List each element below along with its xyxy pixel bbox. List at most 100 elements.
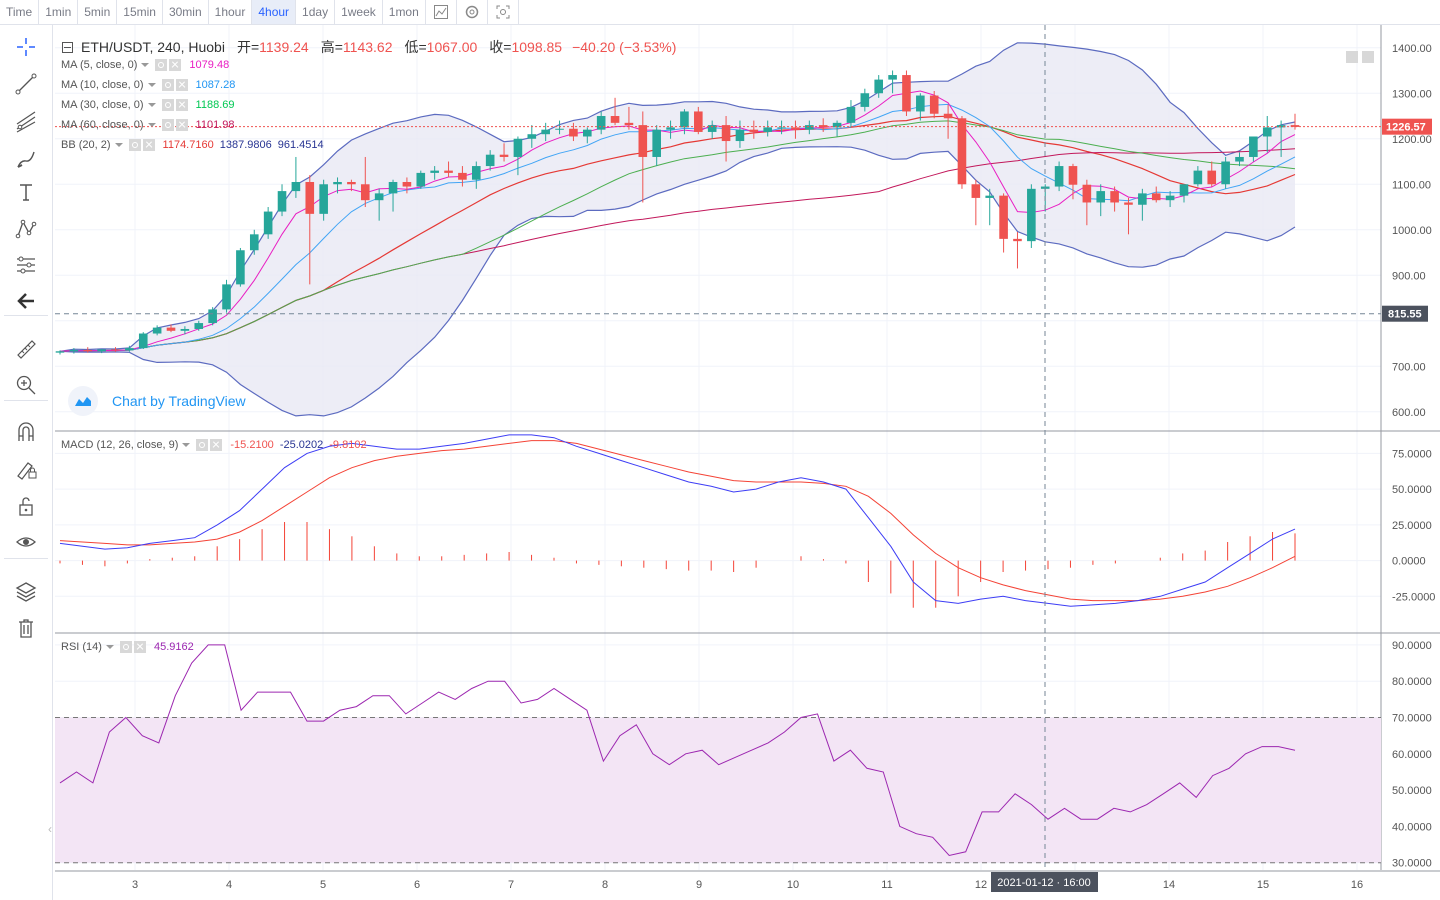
candle-body[interactable]: [347, 181, 356, 185]
unlock-icon[interactable]: [11, 492, 41, 520]
indicator-name[interactable]: RSI (14): [61, 641, 102, 653]
candle-body[interactable]: [360, 184, 370, 201]
prediction-icon[interactable]: [11, 251, 41, 279]
timeframe-1hour[interactable]: 1hour: [209, 0, 253, 24]
indicator-name[interactable]: MA (10, close, 0): [61, 79, 144, 91]
candle-body[interactable]: [1082, 184, 1092, 203]
chevron-down-icon[interactable]: [114, 143, 123, 147]
scale-button-icon[interactable]: [1362, 51, 1374, 63]
chevron-down-icon[interactable]: [147, 103, 156, 107]
candle-body[interactable]: [1276, 125, 1286, 128]
timeframe-time[interactable]: Time: [0, 0, 40, 24]
candle-body[interactable]: [1193, 170, 1203, 185]
candle-body[interactable]: [1013, 238, 1022, 242]
candle-body[interactable]: [874, 79, 884, 94]
macd-legend[interactable]: MACD (12, 26, close, 9) -15.2100 -25.0202-…: [61, 439, 367, 451]
candle-body[interactable]: [333, 181, 342, 185]
candle-body[interactable]: [125, 348, 134, 351]
lock-drawing-icon[interactable]: [11, 455, 41, 483]
candle-body[interactable]: [805, 125, 814, 130]
candle-body[interactable]: [555, 128, 564, 130]
candle-body[interactable]: [152, 327, 162, 334]
candle-body[interactable]: [652, 129, 661, 157]
candle-body[interactable]: [999, 195, 1008, 239]
candle-body[interactable]: [430, 170, 439, 173]
ma-legend[interactable]: MA (5, close, 0) 1079.48: [61, 59, 229, 71]
timeframe-30min[interactable]: 30min: [163, 0, 209, 24]
close-icon[interactable]: [175, 99, 188, 111]
candle-body[interactable]: [846, 106, 856, 123]
back-arrow-icon[interactable]: [11, 287, 41, 315]
candle-body[interactable]: [1179, 184, 1189, 196]
candle-body[interactable]: [624, 122, 634, 126]
close-icon[interactable]: [142, 139, 155, 151]
candle-body[interactable]: [374, 193, 384, 201]
chart-style-icon[interactable]: [426, 0, 457, 24]
indicator-name[interactable]: MA (5, close, 0): [61, 59, 138, 71]
close-icon[interactable]: [169, 59, 182, 71]
timeframe-15min[interactable]: 15min: [117, 0, 163, 24]
settings-icon[interactable]: [155, 59, 168, 71]
candle-body[interactable]: [763, 127, 772, 132]
indicator-name[interactable]: MA (60, close, 0): [61, 119, 144, 131]
candle-body[interactable]: [69, 349, 79, 352]
candle-body[interactable]: [166, 327, 176, 331]
candle-body[interactable]: [138, 333, 148, 349]
ma-legend[interactable]: MA (30, close, 0) 1188.69: [61, 99, 235, 111]
candle-body[interactable]: [499, 154, 509, 157]
ma-legend[interactable]: MA (60, close, 0) 1101.98: [61, 119, 235, 131]
candle-body[interactable]: [485, 154, 495, 167]
brush-icon[interactable]: [11, 145, 41, 173]
chevron-down-icon[interactable]: [147, 83, 156, 87]
candle-body[interactable]: [707, 125, 717, 132]
chevron-down-icon[interactable]: [182, 443, 191, 447]
timeframe-5min[interactable]: 5min: [78, 0, 118, 24]
candle-body[interactable]: [1221, 161, 1230, 185]
candle-body[interactable]: [1054, 166, 1064, 187]
candle-body[interactable]: [860, 93, 870, 107]
candle-body[interactable]: [1151, 193, 1161, 201]
candle-body[interactable]: [721, 125, 731, 142]
close-icon[interactable]: [175, 119, 188, 131]
chevron-down-icon[interactable]: [105, 645, 114, 649]
indicator-name[interactable]: MACD (12, 26, close, 9): [61, 439, 179, 451]
scale-button-icon[interactable]: [1346, 51, 1358, 63]
candle-body[interactable]: [1290, 125, 1300, 127]
candle-body[interactable]: [1027, 188, 1036, 242]
candle-body[interactable]: [388, 181, 398, 194]
candle-body[interactable]: [305, 181, 315, 214]
candle-body[interactable]: [929, 95, 939, 114]
candle-body[interactable]: [1262, 127, 1272, 137]
settings-icon[interactable]: [119, 641, 132, 653]
candle-body[interactable]: [416, 172, 426, 187]
candle-body[interactable]: [111, 349, 120, 351]
timeframe-1mon[interactable]: 1mon: [383, 0, 426, 24]
zoom-in-icon[interactable]: [11, 371, 41, 399]
candle-body[interactable]: [249, 234, 259, 251]
settings-icon[interactable]: [161, 99, 174, 111]
candle-body[interactable]: [83, 349, 93, 352]
candle-body[interactable]: [458, 172, 467, 180]
settings-icon[interactable]: [457, 0, 488, 24]
candle-body[interactable]: [1249, 136, 1258, 157]
candle-body[interactable]: [513, 138, 523, 157]
candle-body[interactable]: [1165, 195, 1175, 201]
candle-body[interactable]: [471, 166, 481, 180]
rsi-legend[interactable]: RSI (14) 45.9162: [61, 641, 194, 653]
candle-body[interactable]: [680, 111, 689, 128]
candle-body[interactable]: [1138, 193, 1147, 205]
candle-body[interactable]: [1068, 166, 1078, 185]
ma-legend[interactable]: MA (10, close, 0) 1087.28: [61, 79, 235, 91]
candle-body[interactable]: [791, 127, 800, 130]
close-icon[interactable]: [133, 641, 146, 653]
candle-body[interactable]: [916, 95, 925, 112]
chevron-down-icon[interactable]: [147, 123, 156, 127]
eye-icon[interactable]: [11, 528, 41, 556]
candle-body[interactable]: [1235, 156, 1244, 162]
indicator-name[interactable]: MA (30, close, 0): [61, 99, 144, 111]
pattern-icon[interactable]: [11, 215, 41, 243]
magnet-icon[interactable]: [11, 418, 41, 446]
candle-body[interactable]: [902, 75, 911, 112]
crosshair-icon[interactable]: [11, 33, 41, 61]
